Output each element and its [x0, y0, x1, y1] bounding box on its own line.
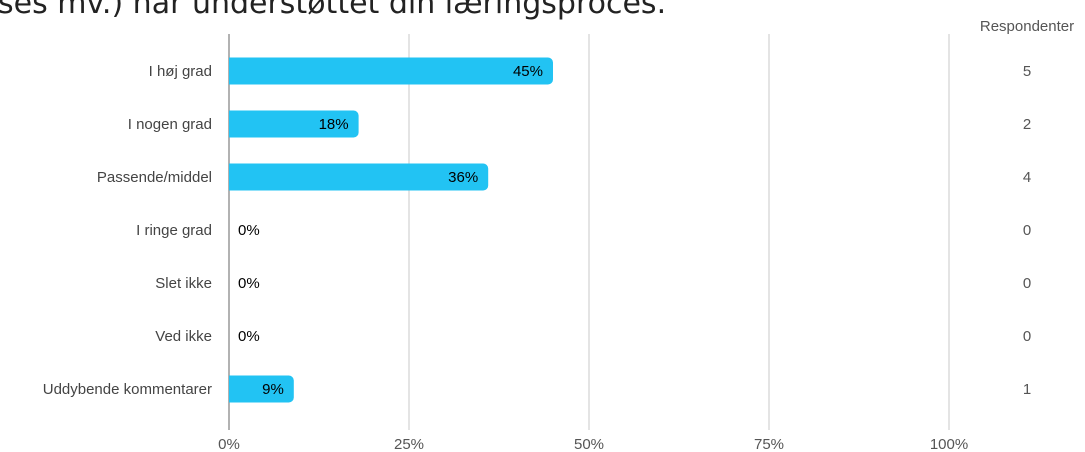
- bar: [229, 57, 553, 85]
- respondent-counts: Respondenter 5 2 4 0 0 0 1: [980, 18, 1074, 398]
- x-tick-label: 100%: [930, 436, 968, 452]
- category-label: Uddybende kommentarer: [43, 381, 212, 398]
- x-tick-label: 25%: [394, 436, 424, 452]
- chart-title: ses mv.) har understøttet din læringspro…: [0, 0, 667, 21]
- gridlines: [228, 34, 950, 430]
- bar: [229, 163, 489, 191]
- bar: [229, 375, 294, 403]
- respondent-count: 4: [1023, 169, 1031, 186]
- respondent-count: 0: [1023, 222, 1031, 239]
- x-tick-label: 50%: [574, 436, 604, 452]
- x-tick-label: 0%: [218, 436, 240, 452]
- category-label: I ringe grad: [136, 222, 212, 239]
- category-label: Ved ikke: [155, 328, 212, 345]
- bar-value-label: 18%: [319, 116, 349, 133]
- respondent-count: 2: [1023, 116, 1031, 133]
- bars: [229, 57, 553, 403]
- respondents-header: Respondenter: [980, 18, 1074, 35]
- respondent-count: 1: [1023, 381, 1031, 398]
- bar-value-label: 0%: [238, 275, 260, 292]
- bar-value-label: 0%: [238, 222, 260, 239]
- value-labels: 45% 18% 36% 0% 0% 0% 9%: [238, 63, 543, 398]
- category-label: Slet ikke: [155, 275, 212, 292]
- bar-value-label: 9%: [262, 381, 284, 398]
- bar-value-label: 45%: [513, 63, 543, 80]
- x-tick-labels: 0% 25% 50% 75% 100%: [218, 436, 968, 452]
- respondent-count: 0: [1023, 328, 1031, 345]
- respondent-count: 0: [1023, 275, 1031, 292]
- respondent-count: 5: [1023, 63, 1031, 80]
- category-label: I nogen grad: [128, 116, 212, 133]
- category-labels: I høj grad I nogen grad Passende/middel I r…: [43, 63, 212, 398]
- x-tick-label: 75%: [754, 436, 784, 452]
- bar: [229, 110, 359, 138]
- category-label: Passende/middel: [97, 169, 212, 186]
- bar-value-label: 36%: [448, 169, 478, 186]
- bar-value-label: 0%: [238, 328, 260, 345]
- category-label: I høj grad: [149, 63, 212, 80]
